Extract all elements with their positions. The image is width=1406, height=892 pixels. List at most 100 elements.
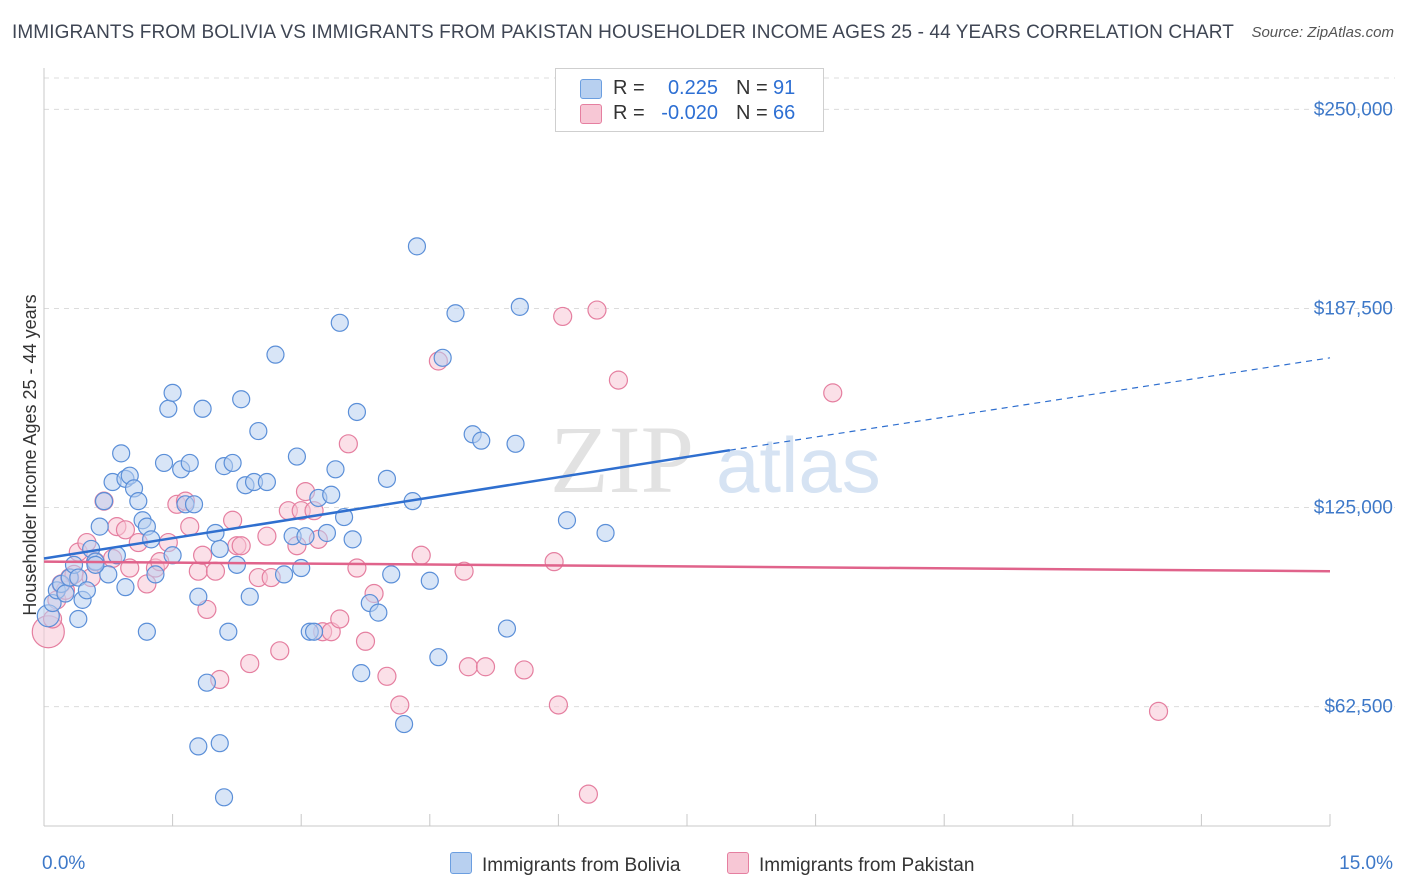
point-pakistan [608,370,629,390]
y-tick-label: $62,500 [1324,697,1393,718]
point-bolivia [163,383,182,402]
point-bolivia [146,565,165,584]
point-bolivia [497,619,517,638]
source-credit: Source: ZipAtlas.com [1251,24,1394,41]
point-bolivia [112,444,131,463]
y-axis-label: Householder Income Ages 25 - 44 years [20,294,40,615]
point-pakistan [411,545,431,565]
point-bolivia [343,530,362,549]
point-bolivia [116,578,135,597]
legend-item-pakistan: Immigrants from Pakistan [727,852,974,877]
point-bolivia [77,581,96,600]
point-pakistan [257,526,277,546]
point-pakistan [454,561,474,581]
watermark-atlas: atlas [716,421,881,509]
point-bolivia [287,447,307,466]
legend-label-bolivia: Immigrants from Bolivia [482,855,681,876]
point-bolivia [433,348,452,367]
point-bolivia [257,472,277,492]
point-bolivia [210,539,229,559]
point-pakistan [587,300,607,320]
point-pakistan [115,520,136,540]
point-pakistan [193,545,213,565]
point-bolivia [352,664,371,683]
point-bolivia [429,648,448,667]
point-pakistan [347,558,367,578]
point-bolivia [317,523,337,543]
point-bolivia [330,313,349,332]
x-tick-label: 0.0% [42,853,85,874]
legend-r-value: 0.225 [667,77,718,99]
point-bolivia [180,453,199,473]
trend-line-pakistan [43,560,1331,573]
point-bolivia [369,603,388,622]
legend-n-value: 66 [773,102,796,124]
point-pakistan [578,784,599,804]
y-tick-labels: $62,500 $125,000 $187,500 $250,000 [1314,99,1393,717]
x-tick-labels: 0.0% 15.0% [42,853,1393,874]
legend-swatch-bolivia [580,79,602,99]
point-pakistan [548,695,569,715]
point-bolivia [163,546,182,565]
point-bolivia [69,568,88,587]
point-bolivia [510,297,529,316]
point-pakistan [514,660,534,680]
point-bolivia [377,469,397,488]
legend-r-label: R = [613,77,645,99]
point-bolivia [420,571,439,590]
point-bolivia [223,453,242,473]
x-tick-label: 15.0% [1339,853,1393,874]
point-pakistan [377,666,397,686]
point-bolivia [197,673,216,692]
trend-line-bolivia [43,448,731,560]
legend-row-bolivia: R = 0.225 N = 91 [556,77,823,101]
y-tick-label: $187,500 [1314,298,1393,319]
legend-swatch-pakistan [580,104,602,124]
point-pakistan [544,552,564,572]
point-bolivia [322,485,341,504]
points-pakistan [31,300,1169,804]
point-bolivia [90,517,109,536]
point-bolivia [159,399,178,418]
point-bolivia [94,492,114,511]
point-bolivia [232,390,251,409]
point-bolivia [557,511,577,530]
point-bolivia [240,587,259,606]
point-pakistan [270,641,290,661]
point-pakistan [355,631,376,651]
legend-label-pakistan: Immigrants from Pakistan [759,855,975,876]
axes [43,68,1331,827]
point-bolivia [184,495,204,514]
chart-title: IMMIGRANTS FROM BOLIVIA VS IMMIGRANTS FR… [12,22,1234,43]
point-pakistan [188,561,208,581]
point-pakistan [458,657,478,677]
watermark: ZIP atlas [550,406,881,513]
legend-n-label: N = [736,77,768,99]
point-bolivia [407,237,427,256]
point-bolivia [189,737,208,756]
series-legend: Immigrants from Bolivia Immigrants from … [0,852,1406,878]
legend-r-value: -0.020 [661,102,718,124]
y-tick-label: $250,000 [1314,99,1393,120]
legend-row-pakistan: R = -0.020 N = 66 [556,102,823,126]
point-bolivia [472,431,491,450]
point-bolivia [266,345,285,364]
legend-swatch-pakistan [727,852,749,874]
point-bolivia [86,555,105,574]
point-bolivia [304,622,324,641]
point-bolivia [596,523,615,543]
point-bolivia [446,304,465,323]
legend-swatch-bolivia [450,852,472,874]
point-bolivia [274,565,294,584]
point-bolivia [154,453,174,473]
point-pakistan [1148,701,1169,721]
legend-n-label: N = [736,102,768,124]
point-bolivia [506,434,525,453]
point-pakistan [823,383,843,403]
correlation-legend: R = 0.225 N = 91 R = -0.020 N = 66 [555,68,824,132]
point-bolivia [326,460,345,479]
point-bolivia [69,609,88,629]
point-pakistan [197,599,217,620]
point-bolivia [227,555,246,574]
